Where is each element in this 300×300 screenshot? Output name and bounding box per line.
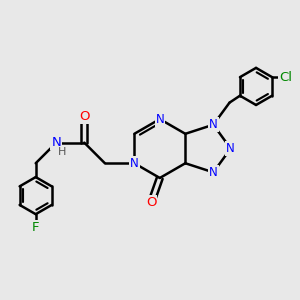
Text: N: N bbox=[209, 166, 218, 179]
Text: H: H bbox=[57, 147, 66, 157]
Text: N: N bbox=[226, 142, 235, 155]
Text: F: F bbox=[32, 221, 39, 234]
Text: O: O bbox=[79, 110, 89, 123]
Text: Cl: Cl bbox=[279, 71, 292, 84]
Text: N: N bbox=[51, 136, 61, 149]
Text: N: N bbox=[130, 157, 139, 170]
Text: N: N bbox=[155, 112, 164, 126]
Text: O: O bbox=[146, 196, 156, 209]
Text: N: N bbox=[209, 118, 218, 131]
